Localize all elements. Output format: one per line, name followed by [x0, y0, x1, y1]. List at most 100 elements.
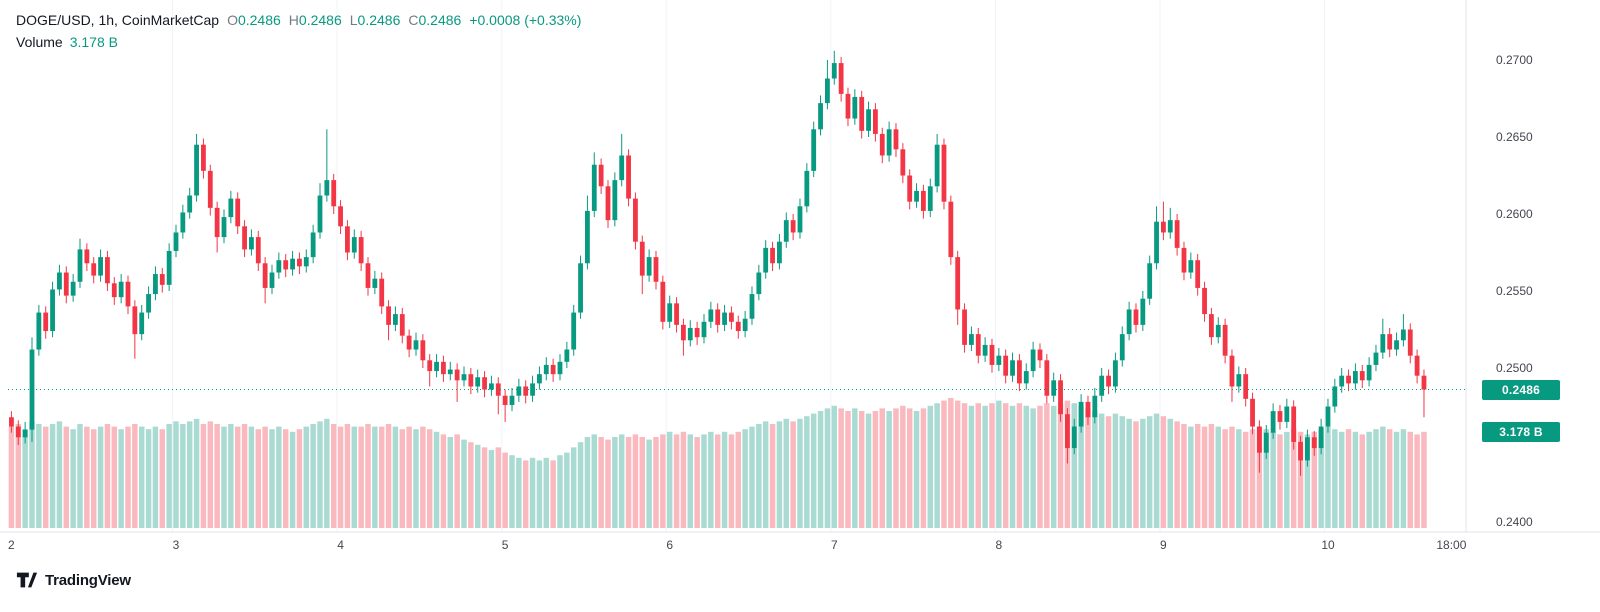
candle-body: [235, 198, 241, 227]
candle-body: [1195, 260, 1201, 288]
open-label: O: [227, 12, 238, 28]
candle-body: [1250, 398, 1255, 427]
volume-bar: [454, 434, 460, 528]
candle-body: [783, 220, 789, 242]
chart-canvas[interactable]: 0.2700 0.2650 0.2600 0.2550 0.2500 0.2400 2 3 4…: [0, 0, 1600, 565]
candle-body: [461, 374, 467, 381]
candle-body: [262, 263, 268, 288]
volume-bar: [1332, 429, 1338, 528]
volume-bar: [529, 457, 536, 528]
candle-body: [1414, 355, 1420, 376]
low-value: 0.2486: [357, 12, 401, 28]
candle-body: [331, 180, 337, 207]
candle-body: [1037, 349, 1043, 361]
volume-bar: [906, 408, 913, 528]
price-axis[interactable]: 0.2700 0.2650 0.2600 0.2550 0.2500 0.2400: [1496, 53, 1533, 529]
candle-body: [1209, 314, 1214, 338]
volume-bar: [639, 437, 645, 528]
candle-body: [537, 374, 542, 384]
volume-bar: [426, 429, 433, 528]
volume-bar: [248, 426, 255, 528]
candle-body: [639, 241, 645, 276]
candle-body: [379, 278, 385, 307]
candle-body: [845, 93, 851, 119]
chart-area[interactable]: 0.2700 0.2650 0.2600 0.2550 0.2500 0.2400 2 3 4…: [0, 0, 1600, 565]
volume-label[interactable]: Volume: [16, 34, 63, 50]
candle-body: [873, 109, 878, 134]
volume-bar: [1400, 429, 1407, 528]
candle-body: [1215, 324, 1221, 338]
volume-bar: [1277, 434, 1283, 528]
time-tick-label: 10: [1321, 538, 1335, 552]
volume-bar: [1242, 431, 1249, 528]
volume-bar: [132, 424, 138, 528]
candle-body: [1085, 401, 1091, 418]
candle-body: [1023, 371, 1029, 384]
volume-bar: [1393, 431, 1400, 528]
candle-body: [1188, 260, 1194, 273]
candle-body: [825, 78, 830, 104]
candle-body: [557, 361, 563, 375]
volume-bar: [413, 429, 419, 528]
candle-body: [70, 281, 76, 296]
volume-bar: [385, 424, 392, 528]
volume-bars: [8, 398, 1427, 528]
volume-bar: [186, 421, 193, 528]
volume-bar: [1249, 429, 1256, 528]
candle-body: [1263, 432, 1269, 453]
volume-bar: [138, 426, 145, 528]
volume-bar: [605, 439, 611, 528]
candle-body: [934, 144, 940, 187]
candle-body: [667, 303, 673, 322]
high-label: H: [288, 12, 299, 28]
candle-body: [962, 309, 967, 345]
volume-bar: [378, 426, 385, 528]
volume-bar: [276, 426, 282, 528]
candle-body: [84, 249, 90, 264]
volume-bar: [1215, 426, 1221, 528]
volume-bar: [1050, 405, 1057, 528]
volume-bar: [1284, 431, 1290, 528]
price-tick-label: 0.2400: [1496, 515, 1533, 529]
volume-bar: [49, 424, 56, 528]
price-tick-label: 0.2600: [1496, 207, 1533, 221]
volume-bar: [399, 429, 406, 528]
candle-body: [900, 149, 906, 176]
volume-bar: [577, 442, 584, 528]
candle-body: [406, 335, 412, 350]
candle-body: [489, 383, 494, 390]
candle-body: [43, 312, 49, 332]
volume-bar: [769, 424, 776, 528]
volume-bar: [797, 418, 803, 528]
candle-body: [1174, 220, 1180, 248]
volume-bar: [296, 429, 303, 528]
current-volume-badge: 3.178 B: [1482, 421, 1560, 442]
candle-body: [111, 283, 117, 298]
volume-bar: [954, 400, 961, 528]
candle-body: [605, 186, 611, 221]
volume-bar: [193, 418, 200, 528]
candle-body: [975, 334, 981, 356]
volume-bar: [989, 403, 995, 528]
volume-bar: [858, 411, 865, 528]
time-axis[interactable]: 2 3 4 5 6 7 8 9 10 18:00: [8, 538, 1467, 552]
volume-bar: [900, 405, 906, 528]
volume-bar: [221, 426, 227, 528]
candle-body: [290, 258, 295, 270]
volume-bar: [1338, 431, 1345, 528]
volume-bar: [509, 455, 515, 528]
price-change: +0.0008 (+0.33%): [469, 12, 582, 28]
volume-bar: [372, 426, 378, 528]
symbol-title[interactable]: DOGE/USD, 1h, CoinMarketCap: [16, 12, 220, 28]
volume-bar: [77, 424, 83, 528]
volume-bar: [948, 398, 954, 528]
candle-body: [1318, 426, 1324, 449]
candle-body: [1126, 309, 1132, 335]
tradingview-logo[interactable]: TradingView: [16, 570, 131, 590]
volume-bar: [1085, 408, 1091, 528]
volume-bar: [687, 434, 693, 528]
volume-bar: [228, 424, 234, 528]
volume-bar: [1126, 418, 1132, 528]
candle-body: [1154, 221, 1159, 264]
candle-body: [1257, 426, 1262, 453]
